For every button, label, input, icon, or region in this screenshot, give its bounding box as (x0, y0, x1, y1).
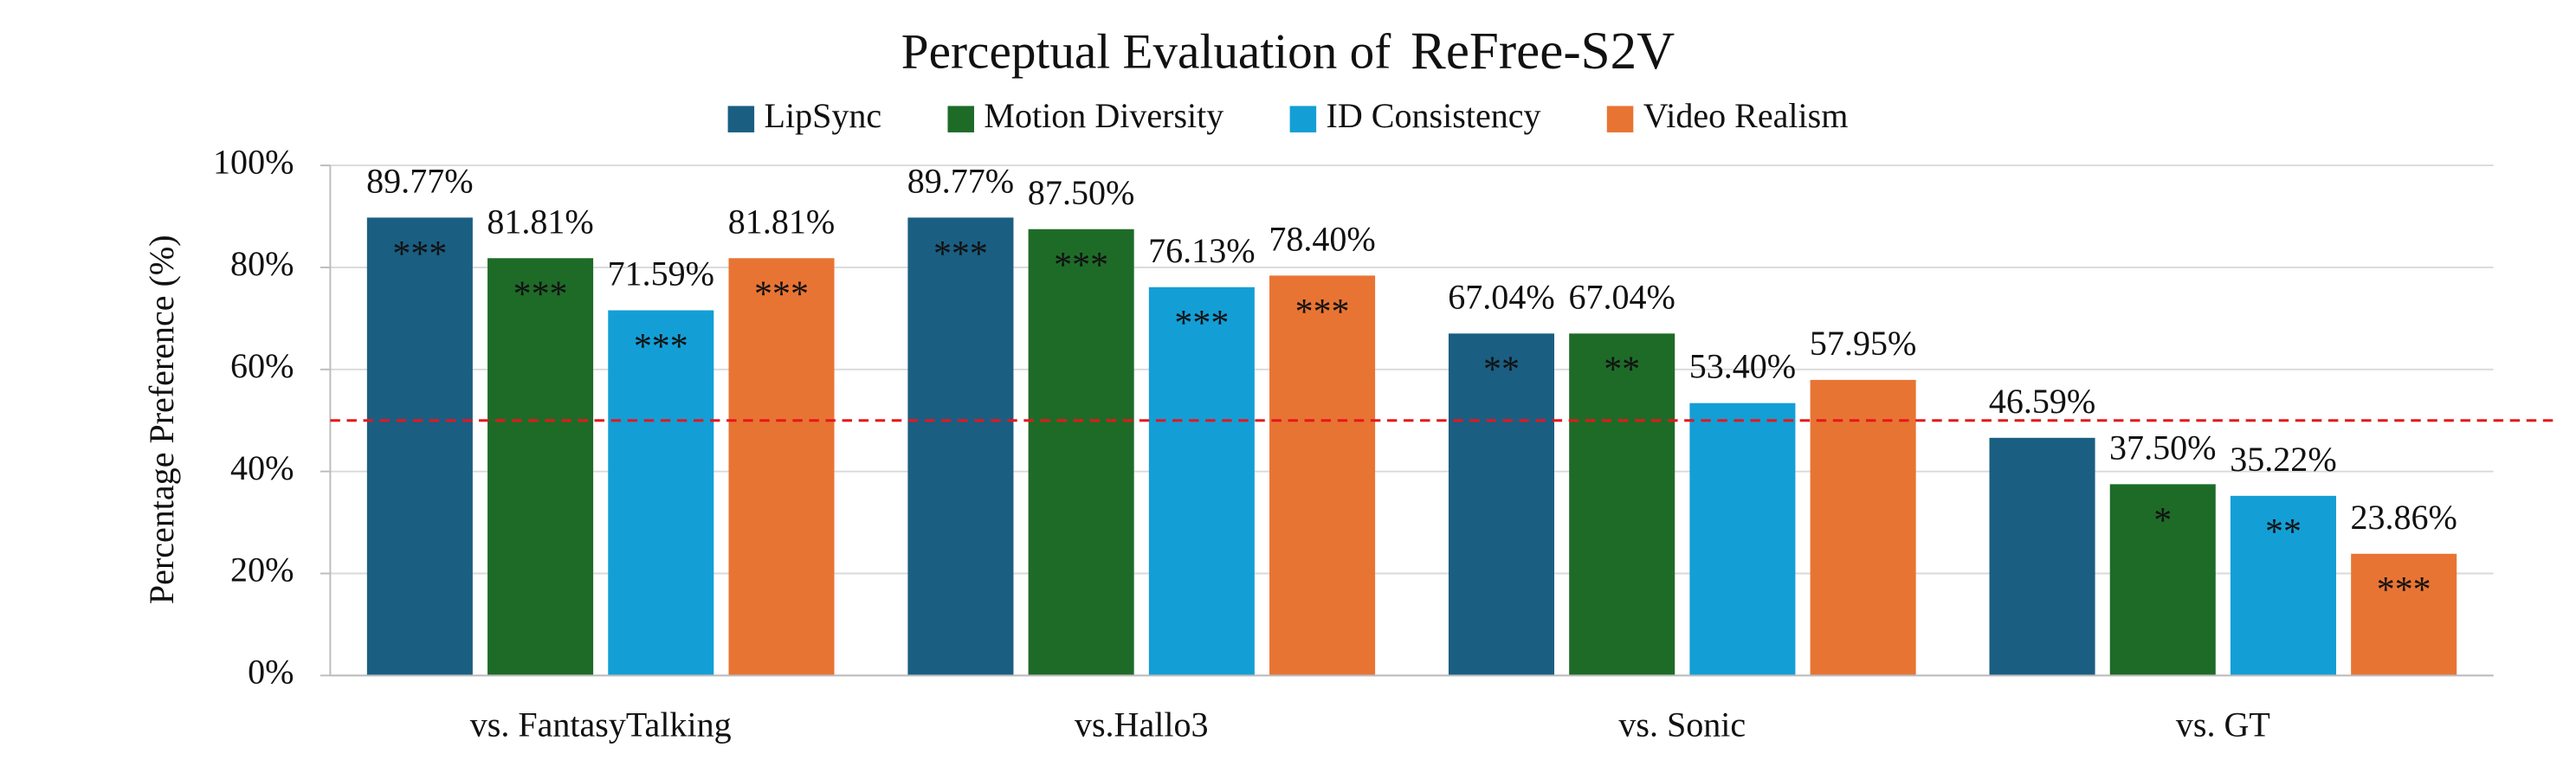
x-tick-label: vs. Sonic (1618, 705, 1746, 744)
bar (1269, 275, 1376, 676)
value-label: 89.77% (907, 161, 1014, 200)
y-tick-label: 40% (230, 448, 294, 487)
legend-label: LipSync (765, 96, 882, 135)
significance-stars: *** (1054, 246, 1108, 286)
y-tick-label: 20% (230, 551, 294, 589)
y-tick-label: 0% (248, 653, 294, 692)
significance-stars: *** (1174, 304, 1229, 344)
value-label: 23.86% (2350, 498, 2457, 537)
bar (1989, 437, 2095, 676)
bar (1689, 403, 1796, 676)
bar (728, 258, 835, 676)
y-axis-label: Percentage Preference (%) (142, 235, 181, 604)
legend-label: Motion Diversity (984, 96, 1223, 135)
bar (1148, 287, 1255, 676)
significance-stars: *** (754, 275, 809, 315)
value-label: 81.81% (728, 202, 835, 241)
bar (1448, 333, 1555, 676)
legend-swatch (947, 106, 975, 132)
significance-stars: ** (1604, 351, 1640, 390)
bar (487, 258, 594, 676)
bar (907, 217, 1014, 676)
value-label: 76.13% (1148, 231, 1255, 270)
value-label: 89.77% (366, 161, 473, 200)
chart-title: Perceptual Evaluation of (901, 24, 1391, 79)
value-label: 71.59% (608, 254, 714, 293)
significance-stars: *** (634, 327, 688, 367)
y-tick-label: 60% (230, 346, 294, 385)
significance-stars: *** (1295, 293, 1350, 332)
x-tick-label: vs.Hallo3 (1075, 705, 1209, 744)
significance-stars: *** (933, 235, 988, 274)
value-label: 53.40% (1689, 347, 1796, 386)
significance-stars: ** (2265, 512, 2302, 552)
value-label: 81.81% (487, 202, 593, 241)
chart-title-model: ReFree-S2V (1411, 23, 1675, 81)
bar (366, 217, 473, 676)
y-tick-label: 100% (213, 142, 294, 181)
value-label: 67.04% (1568, 277, 1675, 316)
legend-label: ID Consistency (1327, 96, 1541, 135)
significance-stars: ** (1483, 351, 1520, 390)
value-label: 78.40% (1269, 219, 1375, 258)
value-label: 37.50% (2109, 428, 2216, 467)
legend-swatch (1289, 106, 1317, 132)
legend-swatch (727, 106, 755, 132)
bar (608, 310, 714, 676)
significance-stars: *** (513, 275, 568, 315)
x-tick-label: vs. FantasyTalking (470, 705, 732, 744)
value-label: 35.22% (2230, 440, 2336, 479)
legend-label: Video Realism (1643, 96, 1849, 135)
bar (2109, 484, 2216, 676)
y-tick-label: 80% (230, 244, 294, 283)
value-label: 67.04% (1448, 277, 1554, 316)
legend-swatch (1606, 106, 1634, 132)
significance-stars: *** (2377, 570, 2431, 610)
bar (2351, 553, 2457, 676)
value-label: 87.50% (1028, 173, 1134, 212)
bar (1810, 379, 1916, 676)
value-label: 57.95% (1810, 324, 1916, 363)
bar (1028, 229, 1134, 676)
significance-stars: * (2153, 501, 2172, 541)
x-tick-label: vs. GT (2176, 705, 2270, 744)
value-label: 46.59% (1989, 382, 2095, 421)
bar (2230, 495, 2337, 676)
bar (1569, 333, 1675, 676)
significance-stars: *** (392, 235, 447, 274)
